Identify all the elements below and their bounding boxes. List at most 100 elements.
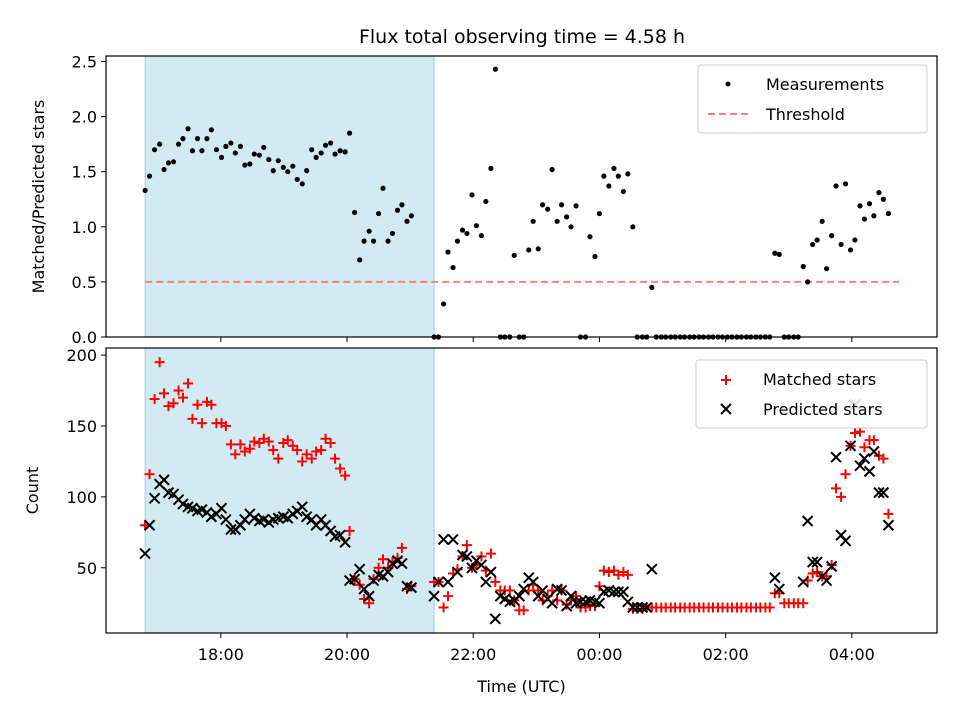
measurement-point <box>814 237 820 243</box>
matched-star-point <box>235 439 246 450</box>
matched-star-point <box>438 602 449 613</box>
predicted-star-point <box>627 601 639 614</box>
matched-star-point <box>378 554 388 565</box>
measurement-point <box>146 173 153 179</box>
measurement-point <box>366 228 372 234</box>
matched-star-point <box>268 445 279 456</box>
matched-star-point <box>311 446 322 457</box>
matched-star-point <box>244 443 255 454</box>
predicted-star-point <box>560 600 573 612</box>
matched-star-point <box>301 449 312 460</box>
predicted-star-point <box>617 586 630 598</box>
predicted-star-point <box>612 586 625 598</box>
x-tick-label: 18:00 <box>198 645 244 664</box>
measurement-point <box>857 203 863 209</box>
measurement-point <box>342 149 348 155</box>
predicted-star-point <box>447 533 459 546</box>
measurement-point <box>620 188 627 195</box>
measurement-point <box>540 202 546 208</box>
matched-star-point <box>485 548 496 559</box>
x-tick-label: 22:00 <box>450 645 496 664</box>
predicted-star-point <box>877 486 890 499</box>
predicted-star-point <box>513 590 525 602</box>
measurement-point <box>352 209 358 216</box>
measurement-point <box>833 183 839 189</box>
matched-star-point <box>571 591 582 602</box>
measurement-point <box>800 263 806 270</box>
x-tick-label: 04:00 <box>829 645 875 664</box>
ratio-legend: Measurements Threshold <box>697 64 928 134</box>
measurement-point <box>290 163 296 169</box>
matched-star-point <box>320 433 331 444</box>
x-tick-label: 20:00 <box>324 645 370 664</box>
measurement-point <box>208 127 214 133</box>
predicted-star-point <box>773 583 785 595</box>
matched-star-point <box>490 576 501 587</box>
measurement-point <box>256 152 262 158</box>
measurement-point <box>309 147 315 153</box>
measurement-point <box>385 238 391 244</box>
x-axis-label: Time (UTC) <box>476 677 565 696</box>
matched-star-point <box>230 449 241 460</box>
predicted-star-point <box>811 556 823 568</box>
measurement-point <box>408 213 414 219</box>
predicted-star-point <box>839 535 852 547</box>
measurement-point <box>885 210 892 217</box>
measurement-point <box>838 241 844 248</box>
predicted-star-point <box>854 459 866 472</box>
y-tick-label: 1.0 <box>72 218 97 237</box>
predicted-star-point <box>358 583 370 595</box>
measurement-point <box>625 171 631 177</box>
observing-window-span-top <box>144 55 435 338</box>
measurement-point <box>142 187 148 194</box>
measurement-point <box>266 156 272 163</box>
ratio-legend-box <box>697 64 928 134</box>
measurement-point <box>526 247 532 253</box>
measurement-point <box>876 190 882 196</box>
y-tick-label: 150 <box>66 417 97 436</box>
measurement-point <box>847 247 854 253</box>
measurement-point <box>213 147 220 153</box>
measurement-point <box>180 136 186 142</box>
predicted-star-point <box>405 581 418 594</box>
measurement-point <box>346 130 353 136</box>
predicted-star-point <box>641 601 653 614</box>
matched-star-point <box>249 436 260 447</box>
matched-star-point <box>335 463 346 474</box>
measurement-point <box>370 238 377 244</box>
matched-star-point <box>187 413 198 424</box>
measurement-point <box>185 126 191 132</box>
measurement-point <box>630 224 636 230</box>
matched-star-point <box>297 456 308 467</box>
measurement-point <box>328 140 334 146</box>
matched-star-point <box>306 453 317 464</box>
measurement-point <box>280 164 286 170</box>
measurement-point <box>165 160 172 166</box>
measurement-point <box>549 166 555 173</box>
predicted-star-point <box>797 576 809 588</box>
matched-star-point <box>154 357 165 368</box>
measurement-point <box>464 230 470 237</box>
matched-star-point <box>603 567 614 578</box>
predicted-star-point <box>868 445 880 458</box>
predicted-star-point <box>769 571 781 584</box>
predicted-star-point <box>882 519 895 531</box>
y-tick-label: 2.0 <box>72 108 97 127</box>
ratio-panel: 0.0 0.5 1.0 1.5 2.0 2.5 Matched/Predicted sta… <box>29 53 938 347</box>
measurement-point <box>871 213 877 219</box>
predicted-star-point <box>334 529 346 541</box>
x-tick-label: 02:00 <box>703 645 749 664</box>
predicted-star-point <box>442 576 454 588</box>
predicted-star-point <box>636 601 649 614</box>
matched-star-point <box>173 385 184 396</box>
measurement-point <box>469 192 475 198</box>
count-panel: 50 100 150 200 18:00 20:00 22:00 00:00 02:00 04:… <box>23 346 938 696</box>
measurement-point <box>151 147 158 153</box>
matched-star-point <box>225 439 236 450</box>
count-legend-box <box>695 359 928 429</box>
measurement-point <box>389 230 396 237</box>
predicted-stars-series <box>139 399 895 625</box>
matched-star-point <box>273 453 284 464</box>
predicted-star-point <box>480 576 492 588</box>
predicted-star-point <box>139 547 151 560</box>
